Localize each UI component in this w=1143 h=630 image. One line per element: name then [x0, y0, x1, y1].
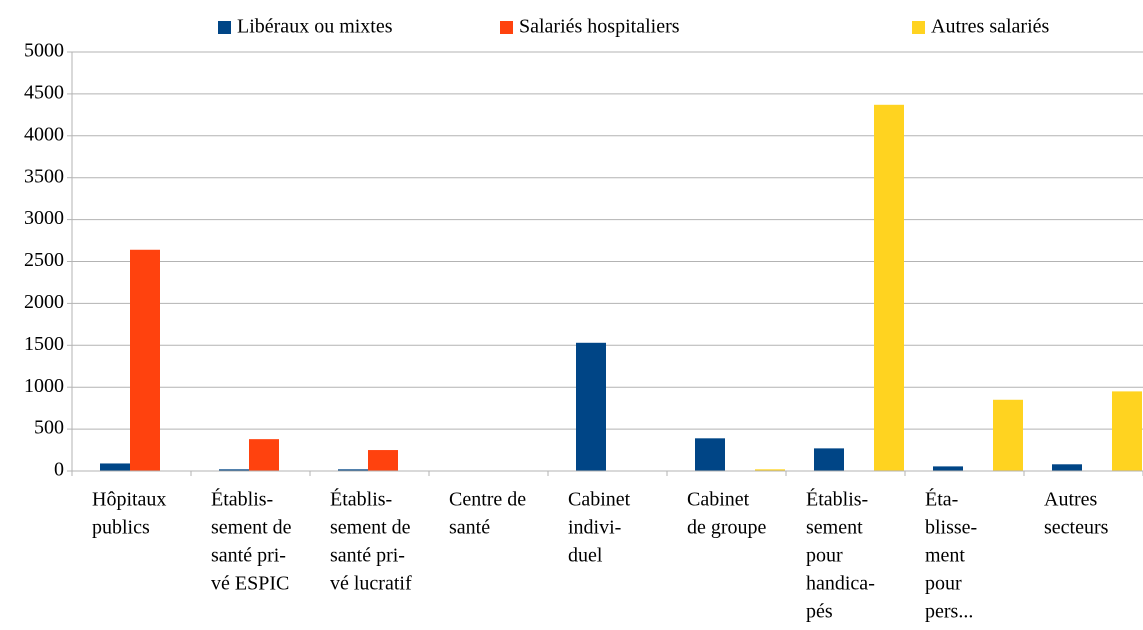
x-tick-label: ment [925, 545, 965, 567]
x-tick-label: pour [806, 545, 843, 567]
x-tick-label: Autres [1044, 489, 1098, 511]
x-tick-label: Hôpitaux [92, 489, 166, 511]
bar [695, 438, 725, 471]
x-tick-label: Éta- [925, 488, 958, 511]
y-tick-label: 4500 [24, 81, 64, 103]
bar [219, 469, 249, 471]
bar [933, 466, 963, 471]
y-tick-label: 1000 [24, 375, 64, 397]
x-tick-label: sement [806, 517, 863, 539]
x-tick-label: santé pri- [211, 545, 286, 567]
x-tick-label: blisse- [925, 517, 977, 539]
y-tick-label: 1500 [24, 333, 64, 355]
y-tick-label: 0 [54, 459, 64, 481]
legend-label: Salariés hospitaliers [519, 16, 680, 38]
x-tick-label: Établis- [211, 488, 273, 511]
x-tick-label: Cabinet [687, 489, 750, 511]
y-tick-label: 2500 [24, 249, 64, 271]
x-tick-label: sement de [330, 517, 411, 539]
bar [993, 399, 1023, 471]
y-tick-label: 4000 [24, 123, 64, 145]
legend-swatch [500, 21, 513, 34]
bar [100, 463, 130, 471]
x-tick-label: pés [806, 601, 833, 623]
legend-label: Autres salariés [931, 16, 1050, 38]
x-tick-label: handica- [806, 573, 875, 595]
bar [755, 469, 785, 471]
bar [1112, 391, 1142, 471]
x-tick-label: Établis- [806, 488, 868, 511]
x-tick-label: indivi- [568, 517, 621, 539]
x-tick-label: de groupe [687, 517, 767, 539]
y-tick-label: 5000 [24, 40, 64, 62]
x-tick-label: vé ESPIC [211, 573, 289, 595]
x-tick-label: vé lucratif [330, 573, 412, 595]
legend-swatch [218, 21, 231, 34]
bar [1052, 464, 1082, 471]
y-tick-label: 2000 [24, 291, 64, 313]
bar [576, 342, 606, 471]
y-tick-label: 500 [34, 417, 64, 439]
y-tick-label: 3000 [24, 207, 64, 229]
x-tick-label: duel [568, 545, 603, 567]
legend-label: Libéraux ou mixtes [237, 16, 393, 38]
bar [130, 249, 160, 471]
x-tick-label: sement de [211, 517, 292, 539]
x-tick-label: Établis- [330, 488, 392, 511]
legend-swatch [912, 21, 925, 34]
x-tick-label: pers... [925, 601, 973, 623]
x-tick-label: santé [449, 517, 490, 539]
bar [368, 450, 398, 471]
y-tick-label: 3500 [24, 165, 64, 187]
x-tick-label: santé pri- [330, 545, 405, 567]
bar [249, 439, 279, 471]
bar [338, 469, 368, 471]
x-tick-label: Centre de [449, 489, 526, 511]
x-tick-label: publics [92, 517, 150, 539]
x-tick-label: pour [925, 573, 962, 595]
bar [874, 104, 904, 471]
x-tick-label: Cabinet [568, 489, 631, 511]
x-tick-label: secteurs [1044, 517, 1109, 539]
bar [814, 448, 844, 471]
